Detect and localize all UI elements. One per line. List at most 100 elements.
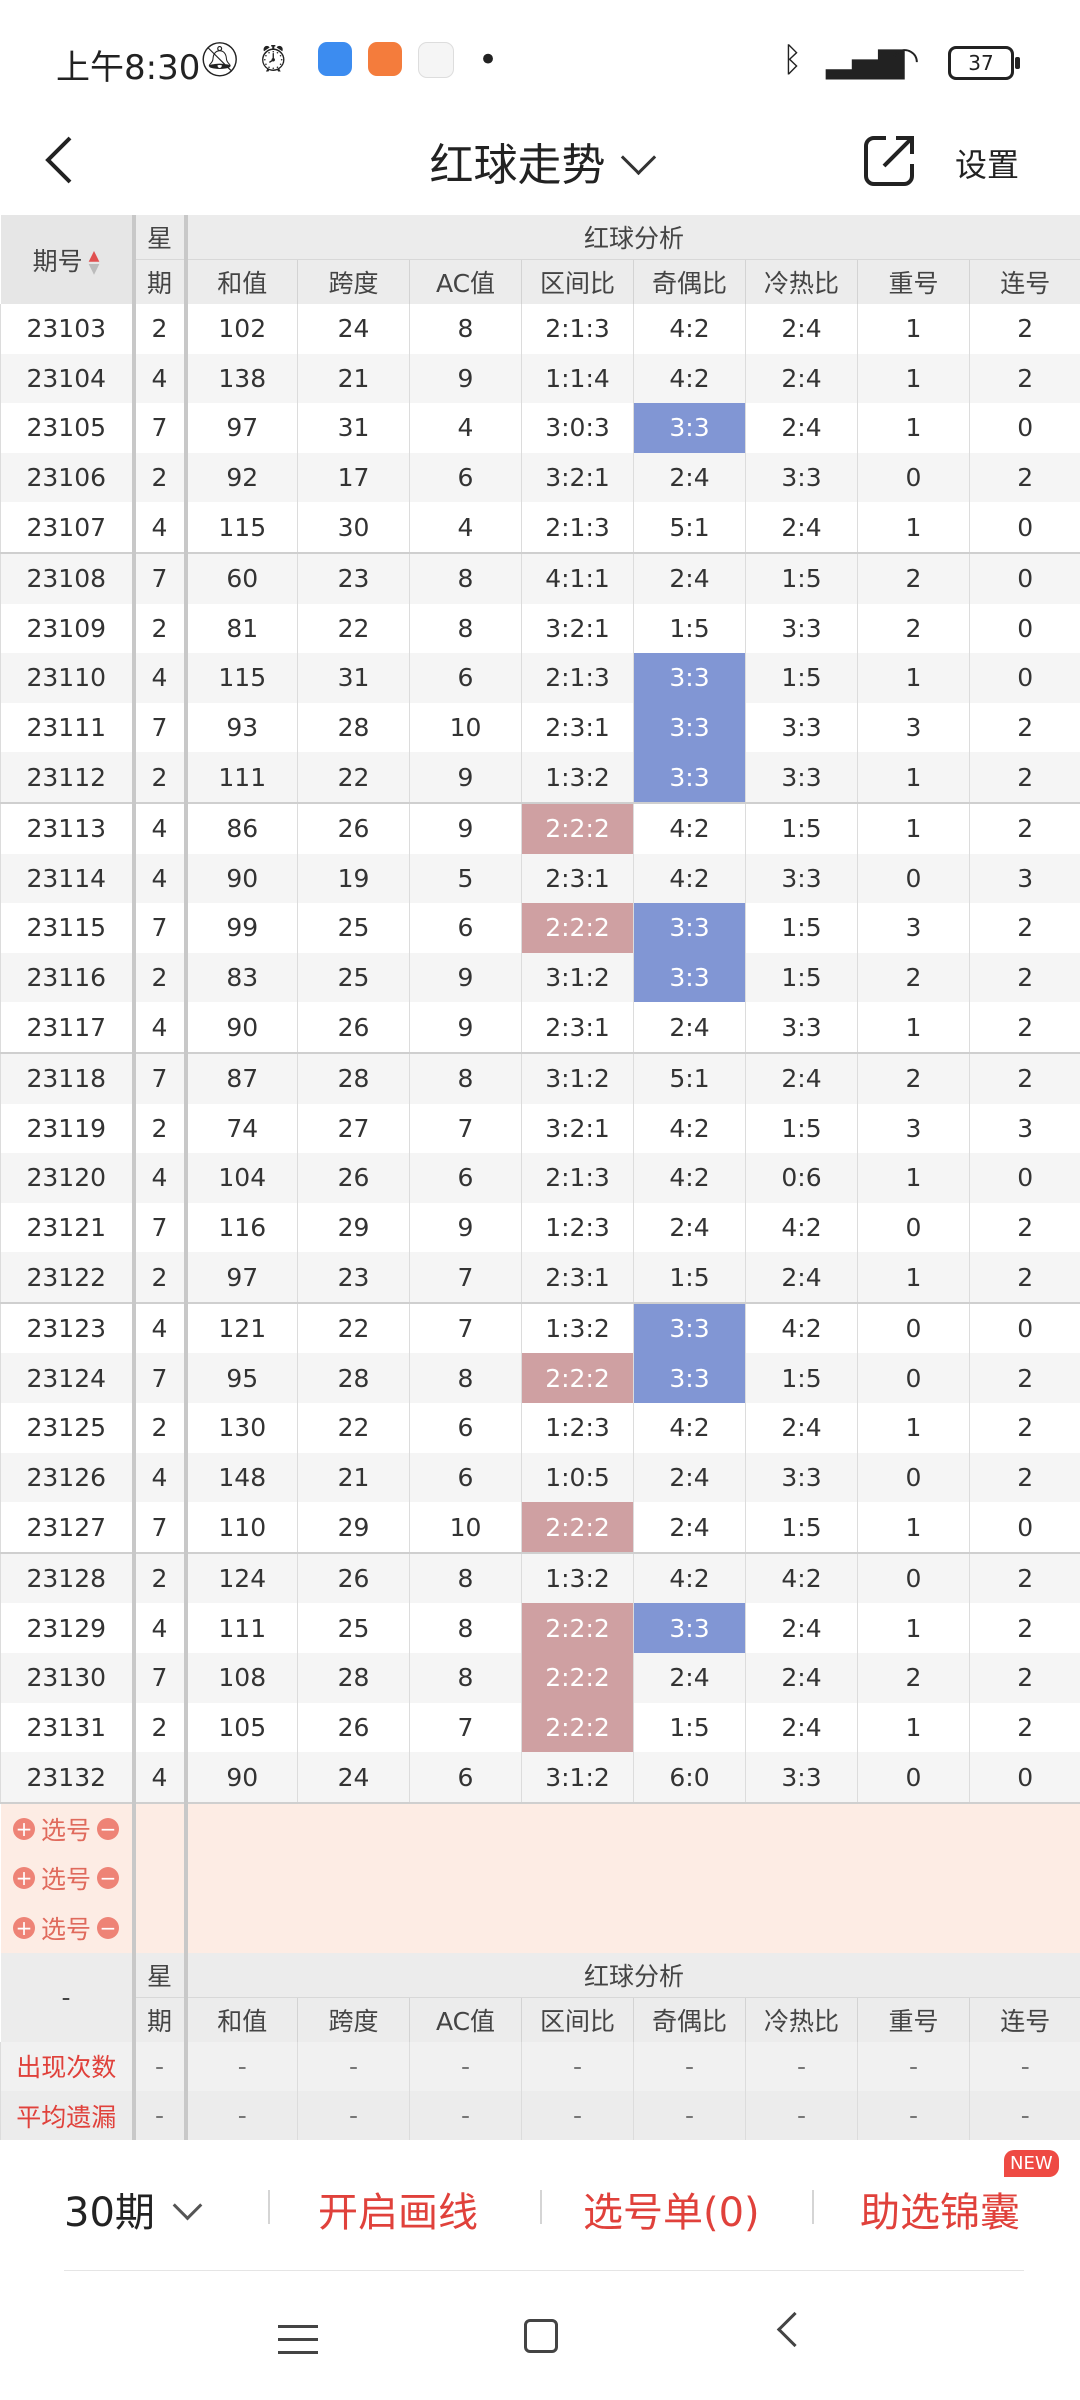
table-row: 23106 2 92 17 6 3:2:1 2:4 3:3 0 2 — [0, 452, 1080, 503]
cell-lianhao: 0 — [968, 1752, 1080, 1804]
cell-chonghao: 0 — [857, 1202, 970, 1253]
cell-qihao: 23106 — [0, 452, 136, 503]
home-button[interactable] — [524, 2319, 558, 2353]
plus-icon[interactable]: + — [12, 1916, 35, 1939]
cell-lengrebi: 1:5 — [745, 903, 858, 953]
share-button[interactable] — [862, 132, 922, 192]
cell-xing: 2 — [133, 304, 188, 354]
cell-kuadu: 23 — [297, 1252, 410, 1304]
cell-qihao: 23115 — [0, 903, 136, 953]
cell-chonghao: 0 — [857, 1452, 970, 1503]
footer-col-header: 区间比 — [521, 1996, 634, 2042]
cell-qihao: 23119 — [0, 1103, 136, 1154]
cell-chonghao: 2 — [857, 952, 970, 1003]
cell-qioubi: 3:3 — [633, 403, 746, 453]
cell-lengrebi: 4:2 — [745, 1202, 858, 1253]
cell-chonghao: 2 — [857, 1052, 970, 1104]
cell-hezhi: 86 — [185, 802, 298, 854]
cell-xing: 7 — [133, 1502, 188, 1554]
cell-lianhao: 0 — [968, 502, 1080, 554]
plus-icon[interactable]: + — [12, 1817, 35, 1840]
cell-xing: 2 — [133, 1403, 188, 1453]
stats-cell: - — [133, 2091, 188, 2141]
table-row: 23118 7 87 28 8 3:1:2 5:1 2:4 2 2 — [0, 1052, 1080, 1104]
cell-ac: 6 — [409, 903, 522, 953]
cell-lianhao: 2 — [968, 1702, 1080, 1753]
plus-icon[interactable]: + — [12, 1867, 35, 1890]
cell-lianhao: 2 — [968, 752, 1080, 804]
cell-qioubi: 3:3 — [633, 952, 746, 1003]
minus-icon[interactable]: − — [97, 1867, 119, 1890]
draw-line-button[interactable]: 开启画线 — [318, 2190, 478, 2236]
system-back-button[interactable] — [776, 2311, 813, 2348]
cell-lianhao: 2 — [968, 1252, 1080, 1304]
cell-ac: 8 — [409, 1052, 522, 1104]
minus-icon[interactable]: − — [97, 1817, 119, 1840]
cell-qioubi: 2:4 — [633, 552, 746, 604]
stats-cell: - — [521, 2041, 634, 2092]
recent-apps-button[interactable] — [278, 2325, 318, 2364]
back-button[interactable] — [40, 130, 100, 200]
settings-button[interactable]: 设置 — [955, 146, 1020, 184]
sort-qihao-header[interactable]: 期号 ▲ ▼ — [0, 215, 136, 304]
table-row: 23130 7 108 28 8 2:2:2 2:4 2:4 2 2 — [0, 1653, 1080, 1703]
cell-hezhi: 148 — [185, 1452, 298, 1503]
col-header-hezhi: 和值 — [185, 259, 298, 304]
col-header-lengrebi: 冷热比 — [745, 259, 858, 304]
pick-row-area[interactable] — [185, 1853, 1080, 1903]
cell-lengrebi: 1:5 — [745, 1502, 858, 1554]
cell-qujianbi: 4:1:1 — [521, 552, 634, 604]
pick-label: 选号 — [40, 1815, 91, 1845]
cell-qujianbi: 2:2:2 — [521, 1353, 634, 1404]
cell-hezhi: 124 — [185, 1552, 298, 1604]
cell-ac: 6 — [409, 452, 522, 503]
cell-kuadu: 23 — [297, 552, 410, 604]
stats-cell: - — [133, 2041, 188, 2092]
mute-icon: 🔕︎ — [198, 40, 242, 80]
cell-hezhi: 74 — [185, 1103, 298, 1154]
cell-chonghao: 1 — [857, 1153, 970, 1203]
cell-ac: 8 — [409, 304, 522, 354]
cell-xing: 4 — [133, 1002, 188, 1054]
cell-qihao: 23131 — [0, 1702, 136, 1753]
cell-qujianbi: 2:1:3 — [521, 653, 634, 703]
table-row: 23117 4 90 26 9 2:3:1 2:4 3:3 1 2 — [0, 1002, 1080, 1054]
stats-row: 出现次数 - - - - - - - - - — [0, 2041, 1080, 2092]
cell-lianhao: 2 — [968, 304, 1080, 354]
pick-row-area[interactable] — [185, 1903, 1080, 1953]
pick-row-area[interactable] — [185, 1802, 1080, 1854]
pick-number-control[interactable]: + 选号 − — [0, 1853, 136, 1903]
stats-cell: - — [857, 2041, 970, 2092]
cell-qioubi: 5:1 — [633, 1052, 746, 1104]
stats-label: 平均遗漏 — [0, 2091, 136, 2141]
cell-lianhao: 0 — [968, 1153, 1080, 1203]
table-row: 23111 7 93 28 10 2:3:1 3:3 3:3 3 2 — [0, 702, 1080, 753]
cell-kuadu: 26 — [297, 1702, 410, 1753]
cell-lianhao: 2 — [968, 903, 1080, 953]
pick-number-control[interactable]: + 选号 − — [0, 1903, 136, 1953]
xing-footer-bottom: 期 — [133, 1996, 188, 2042]
cell-lianhao: 3 — [968, 853, 1080, 904]
period-selector[interactable]: 30期 — [64, 2180, 203, 2238]
pick-number-control[interactable]: + 选号 − — [0, 1802, 136, 1854]
helper-button[interactable]: 助选锦囊 — [860, 2190, 1020, 2236]
cell-qujianbi: 2:2:2 — [521, 1702, 634, 1753]
minus-icon[interactable]: − — [97, 1916, 119, 1939]
status-bar: 上午8:30 🔕︎ ⏰︎ • ᛒ ▂▄▆ ◠ 37 — [0, 0, 1080, 120]
cell-ac: 8 — [409, 1552, 522, 1604]
signal-icon: ▂▄▆ — [826, 40, 905, 80]
cell-ac: 4 — [409, 502, 522, 554]
cell-hezhi: 138 — [185, 353, 298, 404]
cell-qihao: 23107 — [0, 502, 136, 554]
cell-qujianbi: 2:2:2 — [521, 802, 634, 854]
cell-qioubi: 2:4 — [633, 1502, 746, 1554]
pick-list-button[interactable]: 选号单(0) — [583, 2190, 760, 2236]
back-arrow-icon — [45, 136, 72, 184]
cell-kuadu: 21 — [297, 353, 410, 404]
cell-qujianbi: 2:3:1 — [521, 1252, 634, 1304]
cell-kuadu: 26 — [297, 1552, 410, 1604]
cell-qujianbi: 2:1:3 — [521, 502, 634, 554]
table-row: 23114 4 90 19 5 2:3:1 4:2 3:3 0 3 — [0, 853, 1080, 904]
cell-chonghao: 1 — [857, 752, 970, 804]
cell-hezhi: 104 — [185, 1153, 298, 1203]
